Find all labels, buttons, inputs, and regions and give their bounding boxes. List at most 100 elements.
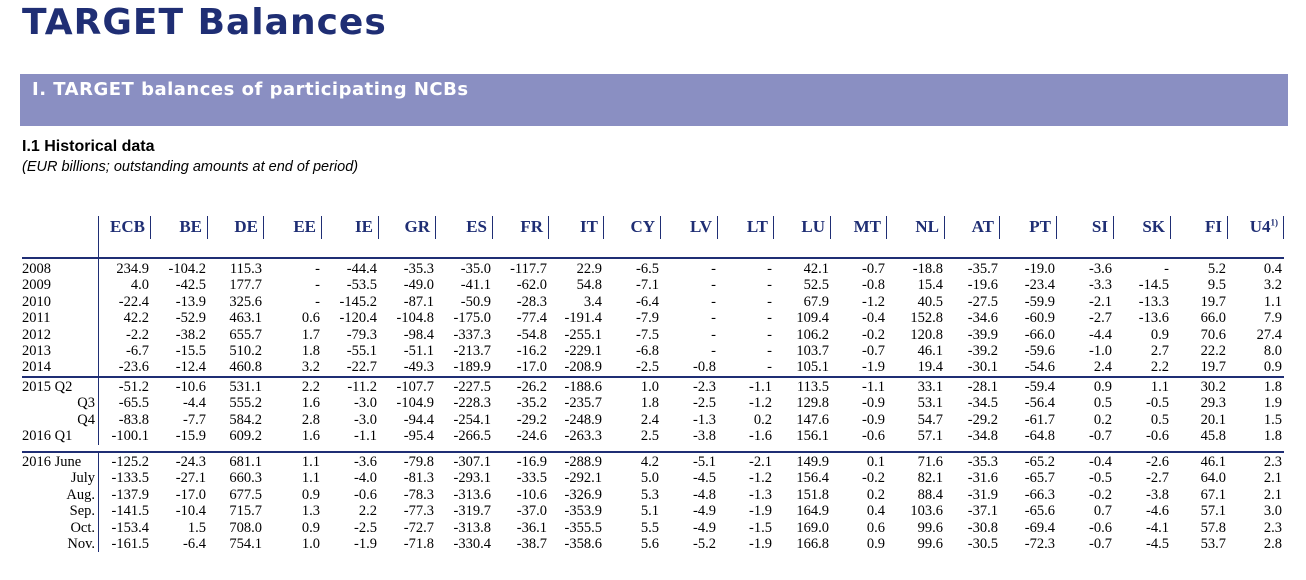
table-cell: - (315, 261, 320, 277)
table-cell: -10.4 (175, 503, 206, 520)
table-cell: -10.6 (175, 379, 206, 395)
table-cell: 3.2 (1263, 277, 1282, 294)
table-cell: -3.6 (354, 454, 377, 470)
table-cell: -107.7 (396, 379, 434, 395)
table-cell: -0.6 (862, 428, 885, 445)
table-cell: -61.7 (1024, 411, 1055, 428)
column-header-divider (1056, 216, 1057, 239)
column-header-at: AT (943, 217, 994, 237)
table-cell: -17.0 (175, 486, 206, 503)
table-cell: -7.1 (636, 277, 659, 294)
table-cell: 57.1 (917, 428, 943, 445)
column-header-label: SI (1091, 217, 1108, 236)
column-header-sk: SK (1114, 217, 1165, 237)
table-cell: -1.3 (693, 411, 716, 428)
table-cell: -248.9 (564, 411, 602, 428)
column-header-lt: LT (717, 217, 768, 237)
subsection-note: (EUR billions; outstanding amounts at en… (22, 159, 359, 175)
table-cell: -12.4 (175, 359, 206, 376)
table-cell: -15.5 (175, 343, 206, 359)
table-cell: -313.6 (453, 486, 491, 503)
table-cell: 3.2 (301, 359, 320, 376)
table-cell: -0.6 (1146, 428, 1169, 445)
table-cell: -0.9 (862, 411, 885, 428)
table-cell: -72.3 (1024, 536, 1055, 552)
table-cell: -3.8 (693, 428, 716, 445)
column-header-u4: U41) (1227, 217, 1278, 237)
table-cell: 1.5 (1263, 411, 1282, 428)
table-cell: -0.6 (1089, 519, 1112, 536)
table-cell: -0.7 (862, 343, 885, 359)
table-cell: -326.9 (564, 486, 602, 503)
table-cell: -7.7 (183, 411, 206, 428)
table-cell: -358.6 (564, 536, 602, 552)
table-cell: -11.2 (347, 379, 377, 395)
table-cell: -38.2 (175, 326, 206, 343)
table-cell: -44.4 (346, 261, 377, 277)
table-cell: 99.6 (917, 536, 943, 552)
column-header-divider (1227, 216, 1228, 239)
table-cell: -2.2 (126, 326, 149, 343)
table-cell: -0.7 (1089, 536, 1112, 552)
column-header-nl: NL (888, 217, 939, 237)
table-cell: 42.1 (803, 261, 829, 277)
column-header-label: PT (1029, 217, 1051, 236)
table-cell: -0.4 (862, 310, 885, 327)
table-cell: 609.2 (229, 428, 262, 445)
table-cell: -288.9 (564, 454, 602, 470)
table-cell: 20.1 (1200, 411, 1226, 428)
table-cell: - (767, 277, 772, 294)
table-cell: -4.9 (693, 519, 716, 536)
table-cell: -60.9 (1024, 310, 1055, 327)
table-cell: -34.5 (967, 395, 998, 412)
table-cell: 103.7 (796, 343, 829, 359)
table-cell: -41.1 (460, 277, 491, 294)
column-header-label: ECB (110, 217, 145, 236)
table-cell: -53.5 (346, 277, 377, 294)
table-cell: 655.7 (229, 326, 262, 343)
table-cell: -22.7 (346, 359, 377, 376)
table-cell: -19.6 (967, 277, 998, 294)
table-cell: -0.2 (1089, 486, 1112, 503)
table-cell: -24.3 (175, 454, 206, 470)
table-cell: -161.5 (111, 536, 149, 552)
table-cell: 2.3 (1263, 454, 1282, 470)
table-cell: 1.0 (640, 379, 659, 395)
table-cell: -49.0 (403, 277, 434, 294)
table-cell: -337.3 (453, 326, 491, 343)
table-cell: -78.3 (403, 486, 434, 503)
table-cell: 1.1 (1263, 293, 1282, 310)
column-header-label: NL (915, 217, 939, 236)
table-cell: 0.9 (301, 486, 320, 503)
column-header-fr: FR (492, 217, 543, 237)
table-cell: 754.1 (229, 536, 262, 552)
column-header-divider (717, 216, 718, 239)
row-label: 2013 (22, 343, 51, 359)
table-cell: -13.3 (1138, 293, 1169, 310)
table-cell: - (711, 293, 716, 310)
table-cell: 33.1 (917, 379, 943, 395)
table-cell: -355.5 (564, 519, 602, 536)
table-cell: 19.7 (1200, 359, 1226, 376)
table-cell: -104.9 (396, 395, 434, 412)
column-header-label: LT (746, 217, 768, 236)
table-cell: -4.0 (354, 470, 377, 487)
table-cell: 2.4 (1093, 359, 1112, 376)
table-cell: 2.1 (1263, 486, 1282, 503)
table-cell: 151.8 (796, 486, 829, 503)
table-cell: 22.2 (1200, 343, 1226, 359)
table-cell: 5.1 (640, 503, 659, 520)
table-cell: -2.6 (1146, 454, 1169, 470)
column-header-divider (773, 216, 774, 239)
column-header-divider (830, 216, 831, 239)
table-cell: 2.5 (640, 428, 659, 445)
table-cell: 1.9 (1263, 395, 1282, 412)
table-cell: 4.2 (640, 454, 659, 470)
table-cell: -81.3 (403, 470, 434, 487)
table-cell: - (711, 261, 716, 277)
table-cell: -3.6 (1089, 261, 1112, 277)
table-cell: 99.6 (917, 519, 943, 536)
column-header-label: IE (355, 217, 373, 236)
table-cell: 109.4 (796, 310, 829, 327)
column-header-cy: CY (604, 217, 655, 237)
